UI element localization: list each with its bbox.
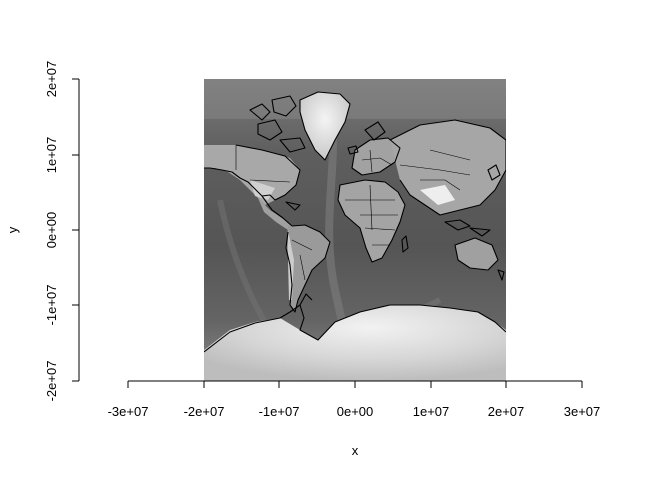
- y-axis-title: y: [5, 226, 20, 233]
- y-axis: 2e+07 1e+07 0e+00 -1e+07 -2e+07 y: [5, 61, 80, 402]
- y-tick-label: -1e+07: [44, 285, 59, 326]
- x-axis-title: x: [352, 443, 359, 458]
- x-tick-label: 1e+07: [413, 404, 450, 419]
- x-tick-label: 0e+00: [337, 404, 374, 419]
- x-axis: -3e+07 -2e+07 -1e+07 0e+00 1e+07 2e+07 3…: [108, 380, 601, 458]
- y-tick-label: 0e+00: [44, 212, 59, 249]
- country-boundaries: [204, 91, 506, 353]
- y-tick-label: -2e+07: [44, 361, 59, 402]
- y-tick-label: 1e+07: [44, 137, 59, 174]
- x-tick-label: 3e+07: [564, 404, 601, 419]
- x-tick-label: 2e+07: [488, 404, 525, 419]
- x-tick-label: -2e+07: [184, 404, 225, 419]
- elevation-raster: [204, 79, 506, 381]
- x-tick-label: -1e+07: [259, 404, 300, 419]
- y-tick-label: 2e+07: [44, 61, 59, 98]
- x-tick-label: -3e+07: [108, 404, 149, 419]
